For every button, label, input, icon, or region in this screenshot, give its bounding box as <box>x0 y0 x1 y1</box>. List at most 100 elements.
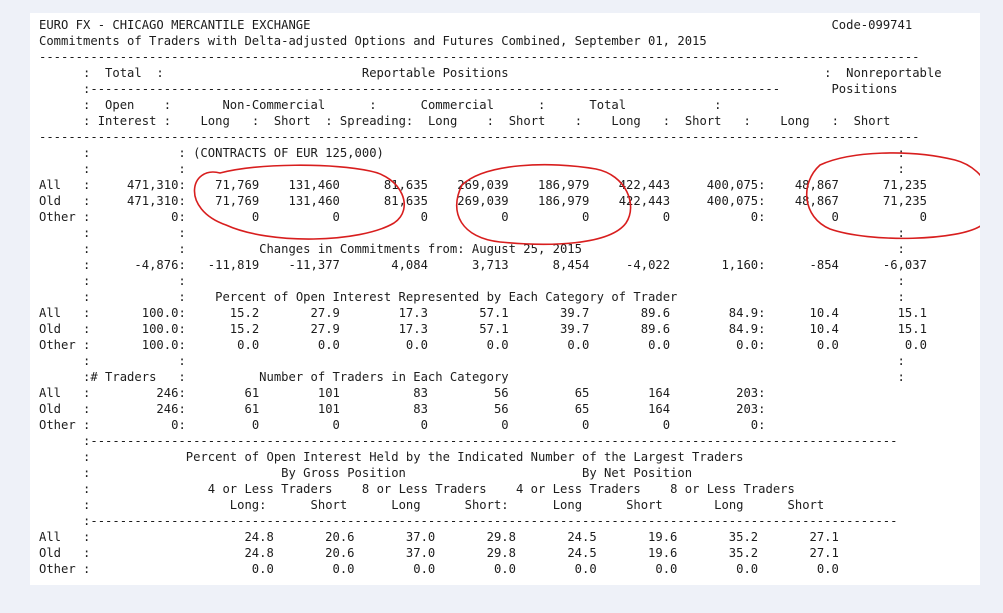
change-noncommercial-short-cell: -11,377 <box>259 258 340 272</box>
gross-4-short-cell: 20.6 <box>273 530 355 544</box>
noncommercial-spreading-cell: 0 <box>339 210 428 224</box>
report-document: EURO FX - CHICAGO MERCANTILE EXCHANGE Co… <box>30 13 980 585</box>
col-reportable-positions: Reportable Positions <box>361 66 509 80</box>
noncommercial-long-cell: 71,769 <box>185 194 260 208</box>
commercial-long-cell: 56 <box>427 386 509 400</box>
change-commercial-short-cell: 8,454 <box>508 258 590 272</box>
col-total: Total <box>105 66 142 80</box>
net-4-long-cell: 24.5 <box>515 546 597 560</box>
col-interest: Interest <box>97 114 157 128</box>
by-net-position: By Net Position <box>582 466 693 480</box>
report-code: Code-099741 <box>831 18 913 32</box>
percent-oi-title: Percent of Open Interest Represented by … <box>215 290 678 304</box>
change-nonreportable-long-cell: -854 <box>765 258 839 272</box>
open-interest-cell: 471,310 <box>90 178 179 192</box>
net-8-short-cell: 27.1 <box>758 530 839 544</box>
net-4-short-cell: 19.6 <box>596 546 678 560</box>
total-short-cell: 400,075 <box>670 178 759 192</box>
total-long-cell: 0.0 <box>589 338 671 352</box>
traders-label: # Traders <box>90 370 157 384</box>
row-label: Old <box>39 546 84 560</box>
noncommercial-short-cell: 131,460 <box>259 194 340 208</box>
nonreportable-short-cell: 15.1 <box>838 322 927 336</box>
noncommercial-long-cell: 0 <box>185 210 260 224</box>
gross-4-long-header: Long: <box>229 498 267 512</box>
noncommercial-short-cell: 27.9 <box>259 306 340 320</box>
row-label: All <box>39 530 84 544</box>
nonreportable-long-cell: 48,867 <box>765 178 839 192</box>
nonreportable-long-cell: 10.4 <box>765 306 839 320</box>
nonreportable-long-cell: 10.4 <box>765 322 839 336</box>
commercial-long-cell: 56 <box>427 402 509 416</box>
gross-4-long-cell: 24.8 <box>90 530 274 544</box>
nonreportable-short-cell: 15.1 <box>838 306 927 320</box>
change-total-long-cell: -4,022 <box>589 258 671 272</box>
net-8-long-cell: 35.2 <box>677 530 759 544</box>
row-label: All <box>39 386 84 400</box>
row-label: Other <box>39 210 84 224</box>
row-label: All <box>39 178 84 192</box>
commercial-short-cell: 0 <box>508 210 590 224</box>
row-label: Other <box>39 338 84 352</box>
noncommercial-short-cell: 27.9 <box>259 322 340 336</box>
total-short-cell: 0 <box>670 210 759 224</box>
gross-8-long-cell: 0.0 <box>354 562 436 576</box>
changes-title: Changes in Commitments from: August 25, … <box>259 242 582 256</box>
noncommercial-short-cell: 101 <box>259 402 340 416</box>
noncommercial-long-cell: 71,769 <box>185 178 260 192</box>
commercial-long-cell: 269,039 <box>427 194 509 208</box>
col-long: Long <box>611 114 641 128</box>
total-long-cell: 422,443 <box>589 178 671 192</box>
gross-4-short-cell: 0.0 <box>273 562 355 576</box>
change-noncommercial-spreading-cell: 4,084 <box>339 258 428 272</box>
open-interest-cell: 100.0 <box>90 306 179 320</box>
noncommercial-short-cell: 101 <box>259 386 340 400</box>
total-short-cell: 400,075 <box>670 194 759 208</box>
concentration-title: Percent of Open Interest Held by the Ind… <box>185 450 744 464</box>
col-commercial: Commercial <box>420 98 494 112</box>
row-label: Other <box>39 418 84 432</box>
total-short-cell: 203 <box>670 386 759 400</box>
noncommercial-long-cell: 61 <box>185 386 260 400</box>
cot-report-text: EURO FX - CHICAGO MERCANTILE EXCHANGE Co… <box>39 18 942 576</box>
nonreportable-long-cell: 0.0 <box>765 338 839 352</box>
noncommercial-spreading-cell: 0.0 <box>339 338 428 352</box>
col-non-commercial: Non-Commercial <box>222 98 326 112</box>
net-8-or-less: 8 or Less Traders <box>670 482 795 496</box>
gross-8-short-cell: 29.8 <box>435 530 516 544</box>
col-short: Short <box>684 114 722 128</box>
net-4-long-header: Long <box>552 498 583 512</box>
report-title: EURO FX - CHICAGO MERCANTILE EXCHANGE <box>39 18 832 32</box>
total-long-cell: 0 <box>589 210 671 224</box>
change-nonreportable-short-cell: -6,037 <box>838 258 927 272</box>
noncommercial-spreading-cell: 17.3 <box>339 322 428 336</box>
col-short: Short <box>273 114 311 128</box>
nonreportable-long-cell: 0 <box>765 210 839 224</box>
net-8-long-cell: 0.0 <box>677 562 759 576</box>
noncommercial-short-cell: 0.0 <box>259 338 340 352</box>
open-interest-cell: 0 <box>90 418 179 432</box>
open-interest-cell: 471,310 <box>90 194 179 208</box>
net-4-long-cell: 24.5 <box>515 530 597 544</box>
noncommercial-spreading-cell: 0 <box>339 418 428 432</box>
gross-8-or-less: 8 or Less Traders <box>361 482 487 496</box>
net-4-short-cell: 0.0 <box>596 562 678 576</box>
open-interest-cell: 100.0 <box>90 338 179 352</box>
noncommercial-long-cell: 61 <box>185 402 260 416</box>
col-positions: Positions <box>831 82 898 96</box>
noncommercial-spreading-cell: 83 <box>339 386 428 400</box>
open-interest-cell: 100.0 <box>90 322 179 336</box>
nonreportable-long-cell: 48,867 <box>765 194 839 208</box>
change-commercial-long-cell: 3,713 <box>427 258 509 272</box>
nonreportable-short-cell: 0.0 <box>838 338 927 352</box>
row-label: Old <box>39 322 84 336</box>
nonreportable-short-cell: 0 <box>838 210 927 224</box>
row-label: Old <box>39 194 84 208</box>
net-8-short-cell: 0.0 <box>758 562 839 576</box>
contracts-note: (CONTRACTS OF EUR 125,000) <box>193 146 384 160</box>
col-open: Open <box>105 98 135 112</box>
nonreportable-short-cell: 71,235 <box>838 194 927 208</box>
col-spreading: Spreading: <box>339 114 414 128</box>
noncommercial-spreading-cell: 81,635 <box>339 194 428 208</box>
net-8-short-cell: 27.1 <box>758 546 839 560</box>
